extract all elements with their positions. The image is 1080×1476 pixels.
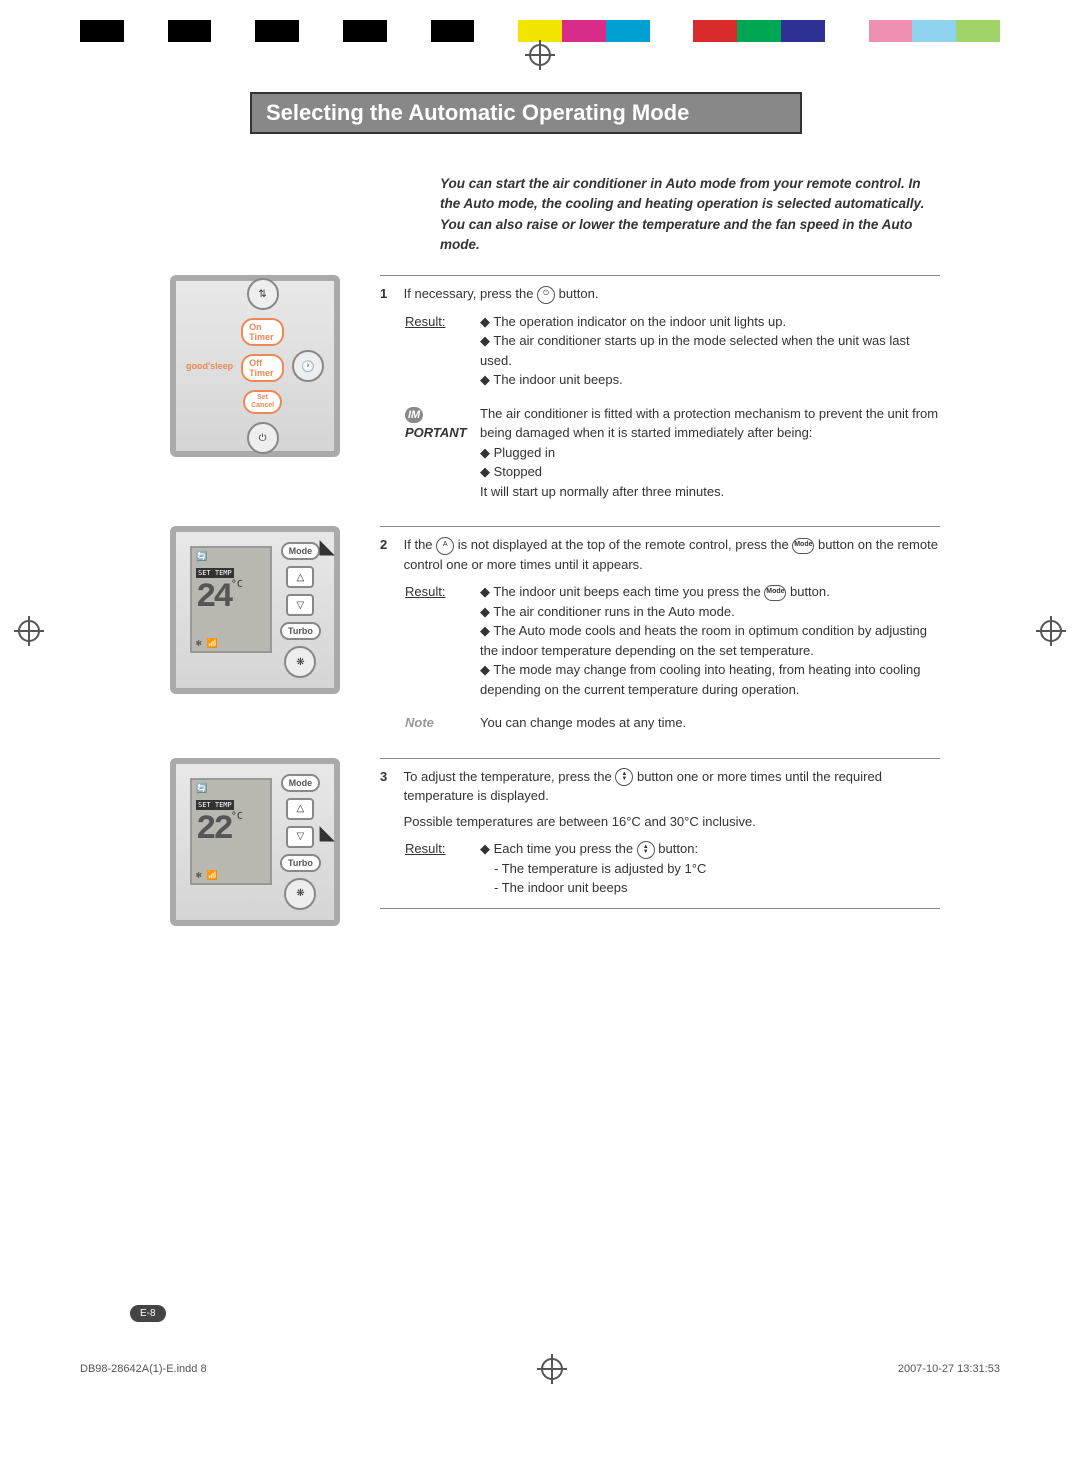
turbo-button: Turbo — [280, 854, 321, 872]
note-label: Note — [405, 713, 480, 733]
intro-paragraph: You can start the air conditioner in Aut… — [440, 174, 930, 255]
lcd-temperature: 24 — [196, 579, 231, 617]
step-1-instruction: If necessary, press the ⏻ button. — [404, 284, 939, 304]
step-number: 3 — [380, 767, 400, 787]
fan-icon: ❋ — [284, 878, 316, 910]
registration-mark-bottom — [541, 1358, 563, 1380]
important-tail: It will start up normally after three mi… — [480, 484, 724, 499]
set-cancel-button: SetCancel — [243, 390, 282, 414]
power-button-icon: ⏻ — [537, 286, 555, 304]
step-3-instruction: To adjust the temperature, press the ▲▼ … — [404, 767, 939, 832]
step-number: 2 — [380, 535, 400, 555]
result-label: Result: — [405, 839, 480, 898]
step-2-instruction: If the A is not displayed at the top of … — [404, 535, 939, 574]
pointer-icon: ◣ — [319, 820, 334, 845]
mode-button: Mode — [281, 774, 321, 792]
remote-illustration-2: 🔄 SET TEMP 24°C ❄ 📶 Mode ◣ △ ▽ Turbo ❋ — [170, 526, 340, 694]
step-2-section: 🔄 SET TEMP 24°C ❄ 📶 Mode ◣ △ ▽ Turbo ❋ — [170, 526, 950, 733]
step3-results: Each time you press the ▲▼ button: — [480, 839, 940, 859]
fan-icon: ❋ — [284, 646, 316, 678]
footer-timestamp: 2007-10-27 13:31:53 — [898, 1363, 1000, 1375]
important-items: Plugged inStopped — [480, 443, 940, 482]
result-label: Result: — [405, 582, 480, 699]
page-number-badge: E-8 — [130, 1305, 166, 1322]
pointer-icon: ◣ — [319, 534, 334, 559]
off-timer-button: Off Timer — [241, 354, 284, 382]
print-color-bar — [80, 20, 1000, 42]
temp-up-button: △ — [286, 566, 314, 588]
mode-button-icon: Mode — [792, 538, 814, 554]
arrow-button-icon: ▲▼ — [615, 768, 633, 786]
lcd-degree: °C — [231, 811, 243, 822]
registration-mark-top — [0, 42, 1080, 72]
temp-down-button: ▽ — [286, 594, 314, 616]
important-text: The air conditioner is fitted with a pro… — [480, 406, 938, 441]
lcd-temperature: 22 — [196, 811, 231, 849]
lcd-display: 🔄 SET TEMP 24°C ❄ 📶 — [190, 546, 272, 653]
step-1-section: good'sleep ⇅ On Timer Off Timer SetCance… — [170, 275, 950, 501]
temp-range: Possible temperatures are between 16°C a… — [404, 812, 939, 832]
step1-text-a: If necessary, press the — [404, 286, 537, 301]
turbo-button: Turbo — [280, 622, 321, 640]
important-label: IMPORTANT — [405, 404, 480, 502]
lcd-display: 🔄 SET TEMP 22°C ❄ 📶 — [190, 778, 272, 885]
step1-results: The operation indicator on the indoor un… — [480, 312, 940, 390]
page-title: Selecting the Automatic Operating Mode — [250, 92, 802, 134]
result-label: Result: — [405, 312, 480, 390]
note-text: You can change modes at any time. — [480, 713, 940, 733]
registration-mark-right — [1040, 620, 1062, 642]
remote-illustration-3: 🔄 SET TEMP 22°C ❄ 📶 Mode △ ◣ ▽ Turbo ❋ — [170, 758, 340, 926]
good-sleep-label: good'sleep — [186, 361, 233, 371]
mode-button: Mode — [281, 542, 321, 560]
lcd-degree: °C — [231, 579, 243, 590]
step3-sub-items: The temperature is adjusted by 1°CThe in… — [494, 859, 940, 898]
footer-file: DB98-28642A(1)-E.indd 8 — [80, 1363, 207, 1375]
registration-mark-left — [18, 620, 40, 642]
remote-illustration-1: good'sleep ⇅ On Timer Off Timer SetCance… — [170, 275, 340, 457]
swing-icon: ⇅ — [247, 278, 279, 310]
step-number: 1 — [380, 284, 400, 304]
set-temp-label: SET TEMP — [196, 800, 234, 810]
step-3-section: 🔄 SET TEMP 22°C ❄ 📶 Mode △ ◣ ▽ Turbo ❋ — [170, 758, 950, 926]
on-timer-button: On Timer — [241, 318, 284, 346]
step2-results: The indoor unit beeps each time you pres… — [480, 582, 940, 699]
set-temp-label: SET TEMP — [196, 568, 234, 578]
power-icon: ⏻ — [247, 422, 279, 454]
temp-up-button: △ — [286, 798, 314, 820]
print-footer: DB98-28642A(1)-E.indd 8 2007-10-27 13:31… — [80, 1352, 1000, 1380]
auto-icon: A — [436, 537, 454, 555]
clock-icon: 🕐 — [292, 350, 324, 382]
step1-text-b: button. — [555, 286, 598, 301]
temp-down-button: ▽ — [286, 826, 314, 848]
